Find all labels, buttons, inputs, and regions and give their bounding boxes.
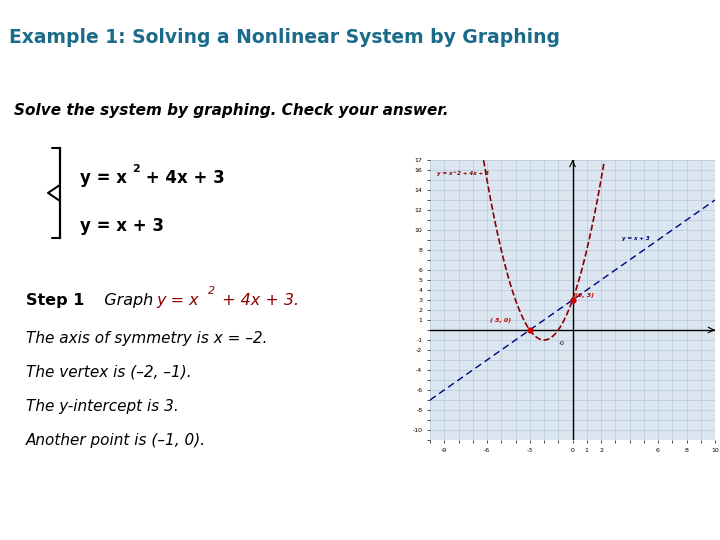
Text: ( 3, 0): ( 3, 0) [490,318,511,323]
Text: y = x + 3: y = x + 3 [80,217,164,235]
Text: The vertex is (–2, –1).: The vertex is (–2, –1). [26,365,192,380]
Text: Graph: Graph [94,293,158,308]
Text: y = x: y = x [156,293,199,308]
Text: Step 1: Step 1 [26,293,84,308]
Text: 2: 2 [208,286,215,296]
Text: 2: 2 [132,164,140,174]
Text: y = x: y = x [80,169,127,187]
Text: Solve the system by graphing. Check your answer.: Solve the system by graphing. Check your… [14,103,449,118]
Text: (0, 3): (0, 3) [575,293,593,298]
Text: + 4x + 3.: + 4x + 3. [217,293,299,308]
Text: ·0: ·0 [558,341,564,346]
Text: y = x + 3: y = x + 3 [622,236,650,241]
Text: + 4x + 3: + 4x + 3 [140,169,225,187]
Text: Another point is (–1, 0).: Another point is (–1, 0). [26,433,206,448]
Text: y = x^2 + 4x + 3: y = x^2 + 4x + 3 [437,171,489,176]
Text: Example 1: Solving a Nonlinear System by Graphing: Example 1: Solving a Nonlinear System by… [9,29,559,48]
Text: The axis of symmetry is x = –2.: The axis of symmetry is x = –2. [26,331,268,346]
Text: The y-intercept is 3.: The y-intercept is 3. [26,399,179,414]
